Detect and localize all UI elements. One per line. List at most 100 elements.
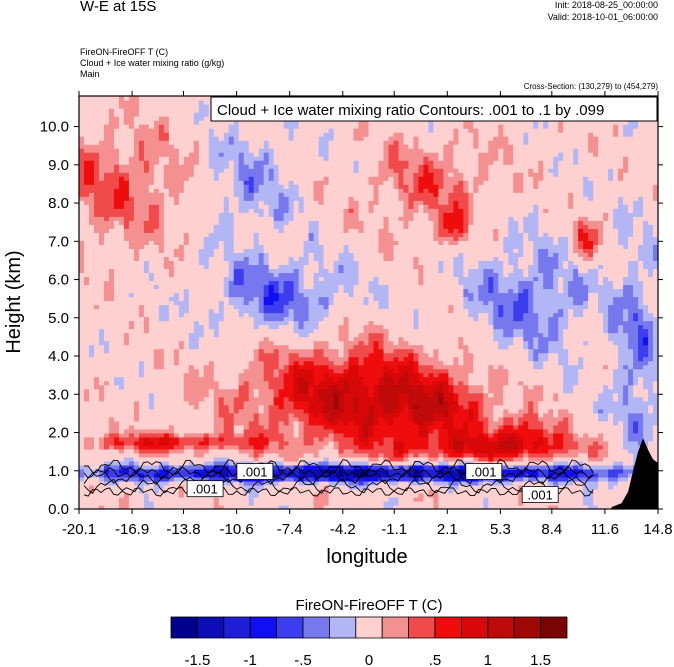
field-cell [413, 344, 420, 350]
field-cell [108, 368, 115, 374]
field-cell [388, 348, 395, 354]
field-cell [178, 496, 185, 502]
field-cell [103, 372, 110, 378]
field-cell [443, 380, 449, 386]
field-cell [438, 488, 444, 494]
field-cell [453, 392, 459, 398]
field-cell [418, 336, 424, 342]
field-cell [373, 500, 380, 506]
field-cell [523, 352, 529, 358]
cross-section-label: Cross-Section: (130,279) to (454,279) [523, 82, 658, 91]
field-cell [148, 368, 155, 374]
field-cell [508, 480, 514, 486]
field-cell [438, 492, 444, 498]
field-cell [168, 352, 175, 358]
field-cell [298, 464, 305, 470]
field-cell [623, 344, 629, 350]
field-cell [298, 360, 305, 366]
field-cell [348, 480, 355, 486]
field-cell [338, 480, 345, 486]
field-cell [278, 460, 285, 466]
field-cell [643, 356, 649, 362]
field-cell [613, 444, 619, 450]
field-cell [623, 480, 629, 486]
field-cell [653, 364, 658, 370]
field-cell [238, 432, 245, 438]
field-cell [233, 492, 240, 498]
field-cell [358, 352, 365, 358]
field-cell [88, 372, 95, 378]
field-cell [473, 380, 479, 386]
field-cell [593, 336, 599, 342]
field-cell [288, 364, 295, 370]
field-cell [458, 452, 464, 458]
field-cell [603, 496, 609, 502]
field-cell [328, 468, 335, 474]
field-cell [278, 340, 285, 346]
field-cell [208, 364, 215, 370]
field-cell [303, 344, 310, 350]
field-cell [118, 376, 125, 382]
field-cell [368, 492, 375, 498]
field-cell [413, 420, 420, 426]
field-cell [128, 388, 135, 394]
field-cell [403, 484, 410, 490]
field-cell [353, 388, 360, 394]
field-cell [458, 352, 464, 358]
field-cell [473, 404, 479, 410]
field-cell [368, 372, 375, 378]
field-cell [318, 404, 325, 410]
field-cell [113, 432, 120, 438]
field-cell [363, 388, 370, 394]
field-cell [258, 360, 265, 366]
field-cell [508, 396, 514, 402]
field-cell [428, 400, 434, 406]
field-cell [318, 444, 325, 450]
field-cell [243, 420, 250, 426]
field-cell [458, 500, 464, 506]
field-cell [223, 372, 230, 378]
field-cell [288, 480, 295, 486]
field-cell [173, 384, 180, 390]
field-cell [518, 336, 524, 342]
field-cell [173, 404, 180, 410]
field-cell [213, 356, 220, 362]
field-cell [533, 364, 539, 370]
field-cell [103, 384, 110, 390]
field-cell [168, 448, 175, 454]
field-cell [493, 336, 499, 342]
field-cell [628, 408, 634, 414]
field-cell [628, 420, 634, 426]
field-cell [538, 440, 544, 446]
field-cell [528, 480, 534, 486]
field-cell [288, 396, 295, 402]
field-cell [323, 500, 330, 506]
field-cell [203, 424, 210, 430]
field-cell [643, 440, 649, 446]
field-cell [603, 492, 609, 498]
field-cell [633, 392, 639, 398]
field-cell [173, 336, 180, 342]
field-cell [583, 408, 589, 414]
field-cell [123, 336, 130, 342]
field-cell [243, 348, 250, 354]
field-cell [79, 472, 85, 478]
field-cell [373, 400, 380, 406]
field-cell [588, 384, 594, 390]
field-cell [368, 484, 375, 490]
field-cell [253, 504, 260, 509]
field-cell [183, 472, 190, 478]
field-cell [563, 360, 569, 366]
field-cell [123, 364, 130, 370]
field-cell [268, 484, 275, 490]
field-cell [598, 404, 604, 410]
field-cell [323, 400, 330, 406]
field-cell [113, 456, 120, 462]
field-cell [133, 484, 140, 490]
field-cell [308, 440, 315, 446]
field-cell [188, 340, 195, 346]
field-cell [228, 344, 235, 350]
field-cell [398, 336, 405, 342]
field-cell [298, 344, 305, 350]
field-cell [153, 412, 160, 418]
